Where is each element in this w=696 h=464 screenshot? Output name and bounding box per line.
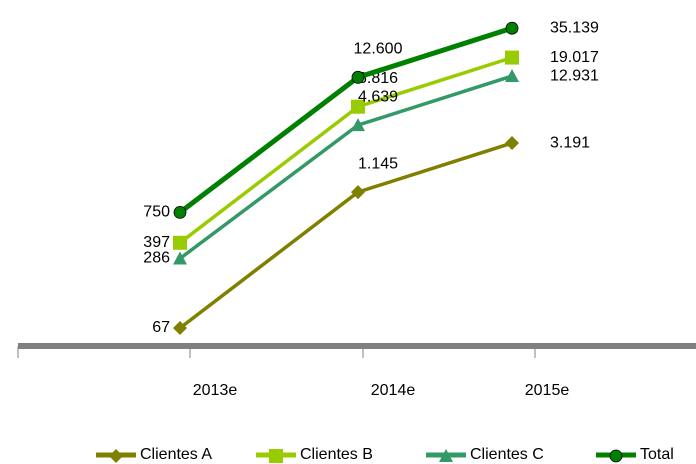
marker [351, 70, 365, 84]
data-label: 397 [143, 234, 170, 251]
marker [609, 449, 623, 463]
marker [173, 320, 187, 335]
marker [439, 449, 453, 462]
marker [505, 69, 519, 83]
data-label: 12.931 [550, 67, 599, 84]
data-label: 1.145 [358, 155, 398, 172]
marker [173, 205, 187, 219]
marker [173, 235, 187, 250]
legend-label: Clientes B [300, 446, 373, 463]
marker [351, 185, 365, 200]
legend-label: Total [640, 446, 674, 463]
line [178, 74, 513, 260]
data-label: 67 [152, 319, 170, 336]
x-tick-label: 2015e [525, 382, 570, 399]
line [178, 141, 513, 330]
legend-label: Clientes A [140, 446, 212, 463]
marker [505, 21, 519, 35]
marker [505, 136, 519, 151]
x-tick-label: 2014e [371, 382, 416, 399]
marker [351, 118, 365, 132]
data-label: 286 [143, 250, 170, 267]
data-label: 35.139 [550, 19, 599, 36]
marker [505, 50, 519, 65]
marker [109, 449, 123, 463]
data-label: 750 [143, 204, 170, 221]
legend-label: Clientes C [470, 446, 544, 463]
data-label: 12.600 [354, 41, 403, 58]
marker [173, 251, 187, 265]
data-label: 19.017 [550, 49, 599, 66]
line [178, 25, 513, 215]
data-label: 3.191 [550, 134, 590, 151]
data-label: 4.639 [358, 88, 398, 105]
marker [269, 449, 283, 463]
marker [351, 99, 365, 114]
x-tick-label: 2013e [193, 382, 238, 399]
